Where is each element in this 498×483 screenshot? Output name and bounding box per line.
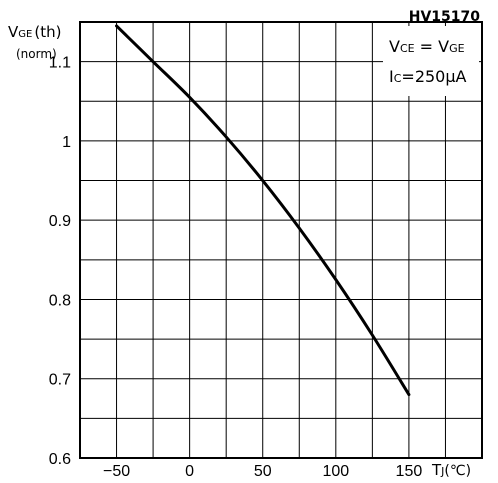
y-axis-title-main: V [8,23,19,41]
y-tick-label: 0.6 [49,451,71,468]
y-tick-label: 0.8 [49,292,71,309]
svg-text:IC=250μA: IC=250μA [389,67,467,86]
y-axis-title-sub: GE [18,29,32,40]
x-axis-title-unit: (℃) [444,463,471,479]
series-line [115,24,411,397]
x-tick-label: −50 [103,463,130,480]
grid [80,22,482,458]
x-tick-label: 50 [254,463,272,480]
y-tick-label: 1 [62,134,71,151]
figure-code: HV15170 [409,9,481,25]
condition-vce-sub: CE [400,42,415,55]
x-axis-title-sub: J [440,465,444,478]
condition-vge-sub: GE [449,42,465,55]
svg-text:VCE = VGE: VCE = VGE [389,37,465,56]
y-tick-label: 1.1 [49,55,71,72]
condition-ic-value: =250μA [401,67,466,86]
plot-frame [79,21,483,459]
condition-ic-main: I [389,67,394,86]
x-tick-label: 100 [322,463,349,480]
x-axis-title-main: T [431,461,442,479]
y-axis-title-tail: (th) [34,23,61,41]
y-axis-unit: (norm) [16,47,57,61]
x-tick-label: 150 [396,463,423,480]
y-axis-title: VGE (th) (norm) [8,23,61,61]
condition-vce-main: V [389,37,400,56]
tick-labels: 0.6 0.7 0.8 0.9 1 1.1 −50 0 50 100 150 [49,55,423,480]
x-axis-title: TJ(℃) [431,461,471,479]
conditions-box: VCE = VGE IC=250μA [383,26,479,96]
condition-vce-mid: = V [415,37,450,56]
y-tick-label: 0.9 [49,213,71,230]
y-tick-label: 0.7 [49,372,71,389]
svg-text:VGE(th): VGE (th) [8,23,61,41]
x-tick-label: 0 [185,463,194,480]
svg-text:TJ(℃): TJ(℃) [431,461,471,479]
condition-ic-sub: C [394,72,402,85]
